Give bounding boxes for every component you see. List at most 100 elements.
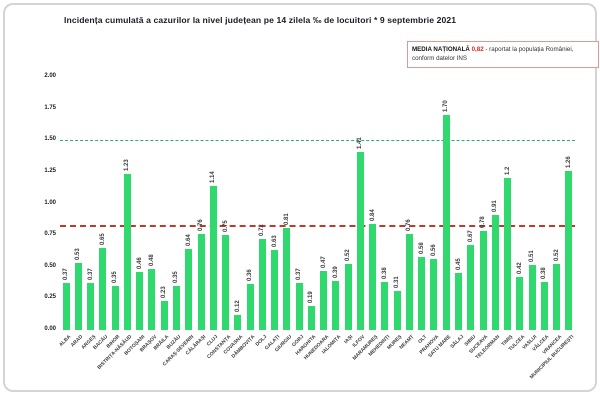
- legend-text: - raportat la populația României,: [485, 46, 574, 53]
- bar: [87, 283, 95, 330]
- bar-value-label: 0.65: [99, 233, 106, 245]
- bar: [479, 231, 487, 330]
- y-axis-tick-label: 0.75: [44, 231, 56, 238]
- bar-value-label: 0.51: [529, 250, 536, 263]
- bar-value-label: 0.37: [63, 268, 70, 281]
- bar: [381, 281, 389, 330]
- bar: [185, 249, 193, 330]
- bar: [332, 280, 340, 330]
- legend-text-line2: conform datelor INS: [412, 55, 468, 63]
- bar-value-label: 0.48: [148, 254, 155, 267]
- bar-value-label: 0.56: [430, 244, 437, 257]
- bar-value-label: 0.37: [296, 268, 303, 281]
- upper-threshold-line: [60, 139, 575, 141]
- bar-value-label: 0.37: [87, 268, 94, 281]
- bar-value-label: 0.63: [271, 235, 278, 248]
- bar: [209, 185, 217, 330]
- bar-value-label: 0.47: [320, 255, 327, 268]
- x-axis-tick-label: ALBA: [58, 334, 73, 349]
- bar-value-label: 0.46: [136, 257, 143, 269]
- bar-value-label: 1.26: [565, 155, 572, 168]
- bar: [540, 281, 548, 330]
- bar: [111, 285, 119, 330]
- bar-value-label: 0.53: [75, 248, 82, 260]
- y-axis-tick-label: 1.00: [44, 199, 56, 206]
- bar-value-label: 0.75: [222, 220, 229, 233]
- bar: [455, 273, 462, 330]
- bar: [528, 265, 536, 330]
- bar: [197, 233, 205, 330]
- y-axis-tick-label: 1.25: [44, 167, 56, 174]
- y-axis-tick-label: 0.25: [44, 294, 56, 301]
- bar: [442, 114, 450, 330]
- bar: [565, 170, 573, 330]
- chart-title: Incidența cumulată a cazurilor la nivel …: [64, 15, 457, 25]
- bar-value-label: 0.52: [553, 249, 560, 262]
- bar: [172, 285, 180, 330]
- bar-value-label: 1.70: [443, 100, 450, 112]
- bar-value-label: 0.72: [259, 224, 266, 236]
- y-axis-tick-label: 0.00: [44, 326, 56, 332]
- bar-value-label: 0.19: [308, 291, 315, 303]
- bar: [356, 151, 364, 330]
- bar: [369, 223, 377, 330]
- y-axis-tick-label: 2.00: [44, 73, 56, 79]
- national-average-line: [60, 225, 575, 228]
- bar: [307, 305, 315, 330]
- bar-value-label: 0.84: [369, 209, 376, 221]
- bar: [467, 245, 475, 330]
- bar-value-label: 1.23: [124, 159, 131, 172]
- bar: [283, 227, 291, 330]
- bar-value-label: 0.81: [283, 212, 290, 225]
- bar: [222, 235, 230, 330]
- bar-value-label: 0.36: [247, 269, 254, 282]
- bar-value-label: 0.35: [173, 271, 180, 283]
- national-average-box: MEDIA NAȚIONALĂ 0,82 - raportat la popul…: [407, 41, 599, 68]
- bar-value-label: 0.58: [418, 241, 425, 254]
- bar-value-label: 0.38: [381, 267, 388, 279]
- bar-value-label: 0.45: [455, 258, 462, 271]
- bar: [148, 269, 156, 330]
- bar: [62, 283, 70, 330]
- bar-value-label: 0.76: [406, 219, 413, 231]
- bar-value-label: 1.14: [210, 171, 217, 183]
- bar-value-label: 0.52: [345, 249, 352, 262]
- bar-value-label: 0.78: [480, 216, 487, 229]
- bar: [246, 284, 254, 330]
- y-axis-tick-label: 0.50: [44, 262, 56, 269]
- bar: [123, 174, 131, 330]
- bar-value-label: 0.64: [185, 234, 192, 247]
- bar: [271, 250, 279, 330]
- bar-value-label: 0.31: [394, 276, 401, 288]
- bar: [74, 262, 82, 330]
- bar: [418, 256, 426, 330]
- legend-label: MEDIA NAȚIONALĂ: [412, 46, 470, 53]
- bar: [99, 247, 107, 330]
- bar-value-label: 0.76: [198, 219, 204, 231]
- bar: [504, 178, 512, 330]
- bar-value-label: 0.35: [112, 271, 119, 283]
- bar-value-label: 0.38: [541, 267, 548, 279]
- bar: [320, 270, 328, 330]
- bar-value-label: 0.39: [332, 265, 339, 278]
- bar-value-label: 0.67: [467, 230, 474, 243]
- legend-value: 0,82: [471, 46, 484, 53]
- bar: [258, 238, 266, 330]
- bar: [295, 283, 303, 330]
- bar: [344, 264, 352, 330]
- y-axis-tick-label: 1.75: [44, 104, 56, 111]
- bar: [430, 259, 438, 330]
- bar: [393, 290, 401, 330]
- bar: [516, 276, 524, 330]
- bar: [136, 271, 144, 330]
- bar-value-label: 1.2: [504, 166, 511, 176]
- bar-value-label: 1.41: [357, 136, 364, 149]
- y-axis-tick-label: 1.50: [44, 136, 56, 143]
- bar-value-label: 0.42: [516, 262, 523, 274]
- bar-value-label: 0.91: [492, 200, 499, 212]
- bar: [234, 314, 242, 330]
- bar: [405, 233, 413, 330]
- bar-value-label: 0.12: [234, 300, 241, 312]
- bar: [491, 214, 499, 330]
